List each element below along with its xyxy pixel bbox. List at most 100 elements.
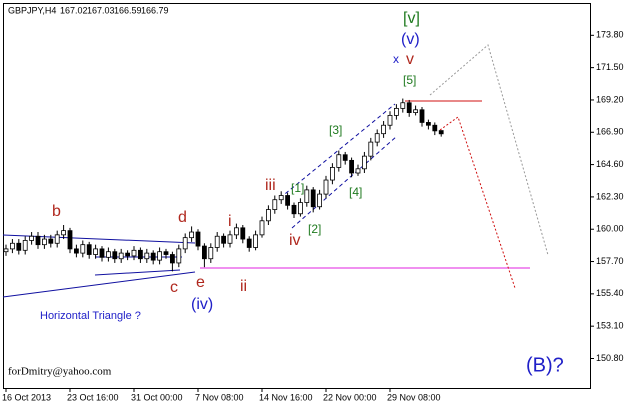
candle-body [214,235,220,248]
candle-body [310,189,316,208]
candle-body [349,159,355,174]
candle-body [80,244,86,254]
channel-line [291,136,397,229]
candle-body [240,227,246,240]
wave-label: ii [240,278,247,295]
candle-body [125,252,130,257]
wave-label: x [393,52,399,66]
candle-body [163,251,169,255]
candle-body [157,251,163,261]
y-tick-label: 173.80 [596,30,624,40]
wave-label: iv [289,232,301,249]
wave-label: [v] [403,10,420,27]
candle-body [368,141,374,157]
candle-body [413,109,419,113]
candle-body [29,235,35,241]
candle-body [74,248,79,254]
x-tick-label: 16 Oct 2013 [2,392,51,402]
wave-label: c [170,279,178,296]
wave-label: [4] [349,185,362,199]
candle-body [400,102,406,109]
candle-body [253,234,259,248]
candle-body [381,124,387,135]
symbol: GBPJPY,H4 [8,5,56,15]
candle-body [336,154,342,168]
wave-label: [5] [403,73,416,87]
x-tick-label: 31 Oct 00:00 [131,392,183,402]
wave-label: [1] [291,181,304,195]
triangle-line [94,269,181,276]
candle-body [54,234,60,244]
candle-body [208,247,214,260]
x-tick-label: 14 Nov 16:00 [259,392,313,402]
author: forDmitry@yahoo.com [8,366,112,378]
candle-body [278,195,284,201]
candle-body [22,240,28,251]
candle-body [233,227,239,236]
candle-body [42,238,47,246]
candle-body [61,230,66,236]
candle-body [297,202,303,215]
candle-body [144,252,150,260]
candle-body [406,102,412,113]
y-tick-label: 157.70 [596,256,624,266]
candle-body [425,122,431,126]
candle-body [182,237,188,250]
candle-body [342,154,348,161]
candle-body [106,251,111,258]
wave-label: v [406,51,414,68]
candle-body [201,245,207,260]
y-tick-label: 155.40 [596,288,624,298]
y-tick-label: 150.80 [596,353,624,363]
y-tick-label: 164.60 [596,159,624,169]
x-tick-label: 7 Nov 08:00 [195,392,244,402]
candle-body [137,249,143,260]
candle-body [285,195,291,206]
x-tick-label: 23 Oct 16:00 [67,392,119,402]
candle-body [93,248,98,255]
x-tick-label: 22 Nov 00:00 [323,392,377,402]
y-tick-label: 160.00 [596,224,624,234]
candle-body [9,242,15,250]
candle-body [438,130,444,135]
wave-label: (v) [401,31,420,48]
wave-label: iii [265,177,276,194]
candle-body [48,238,54,244]
header-low: 166.59 [114,5,142,15]
wave-label: [3] [329,123,342,137]
wave-label: b [52,203,61,220]
plot-frame [3,3,591,389]
candle-body [304,189,310,203]
candle-body [259,220,265,236]
candle-body [317,193,323,208]
candle-body [86,244,92,255]
triangle-line [2,234,196,244]
candle-body [35,235,41,246]
candle-body [150,252,156,261]
candle-body [176,248,182,264]
candle-body [118,252,124,260]
candle-body [67,230,73,250]
candle-body [99,248,105,258]
x-tick-label: 29 Nov 08:00 [387,392,441,402]
y-tick-label: 169.20 [596,94,624,104]
candle-body [432,124,438,132]
candle-body [195,231,201,247]
candle-body [169,254,175,264]
candle-body [329,166,335,181]
wave-label: e [196,274,205,291]
pattern-label: Horizontal Triangle ? [40,310,141,322]
wave-label: d [178,209,187,226]
candle-body [227,234,233,244]
candle-body [374,133,380,143]
y-tick-label: 171.50 [596,62,624,72]
candle-body [323,179,329,195]
candle-body [272,199,278,210]
candle-body [189,231,195,239]
y-tick-label: 162.30 [596,191,624,201]
candle-body [246,238,252,248]
candle-body [131,249,137,257]
wave-label: [2] [308,222,321,236]
candle-body [393,107,399,116]
